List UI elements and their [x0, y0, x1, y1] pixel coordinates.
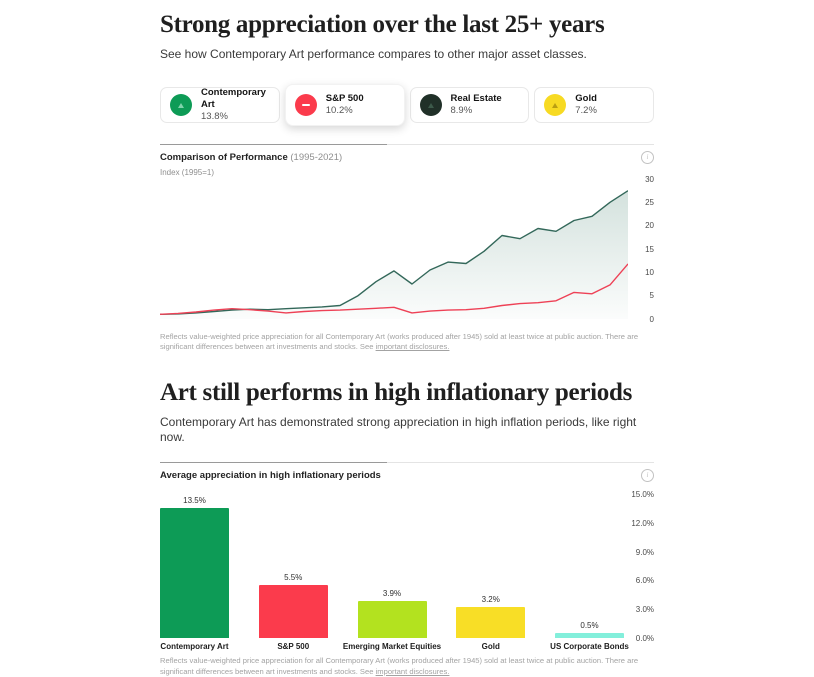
asset-card-label: Contemporary Art	[201, 87, 266, 111]
y-axis-tick: 15	[645, 244, 654, 254]
asset-card-value: 7.2%	[575, 105, 597, 117]
asset-card-label: S&P 500	[325, 93, 364, 105]
asset-card-label: Gold	[575, 93, 597, 105]
bars-area: 13.5% Contemporary Art 5.5% S&P 500 3.9% Emer…	[160, 494, 629, 651]
asset-card-value: 8.9%	[450, 105, 473, 117]
bar	[258, 585, 328, 639]
disclaimer-2: Reflects value-weighted price appreciati…	[160, 656, 654, 677]
s-p-500-line	[160, 263, 628, 315]
bar	[555, 633, 624, 639]
dash-icon	[294, 94, 317, 117]
section1-heading: Strong appreciation over the last 25+ ye…	[160, 11, 605, 38]
y-axis-tick: 12.0%	[631, 518, 654, 528]
section2-subheading: Contemporary Art has demonstrated strong…	[160, 414, 637, 445]
contemporary-art-area-fill	[160, 190, 628, 319]
inflation-bar-chart: 13.5% Contemporary Art 5.5% S&P 500 3.9% Emer…	[160, 490, 654, 651]
asset-card-s-p-500[interactable]: S&P 500 10.2%	[284, 84, 405, 127]
up-arrow-icon	[170, 94, 192, 117]
inflation-chart-panel: Average appreciation in high inflationar…	[160, 462, 654, 677]
bar-chart-yticks: 15.0% 12.0% 9.0% 6.0% 3.0% 0.0%	[630, 490, 654, 643]
info-icon[interactable]: i	[641, 469, 654, 483]
performance-line-chart: 30 25 20 15 10 5 0	[160, 175, 654, 324]
y-axis-tick: 9.0%	[635, 547, 654, 557]
disclaimer-text: Reflects value-weighted price appreciati…	[160, 331, 639, 352]
y-axis-tick: 0	[649, 314, 654, 324]
y-axis-tick: 20	[645, 221, 654, 231]
section1-subheading: See how Contemporary Art performance com…	[160, 47, 587, 61]
bar-s-p-500: 5.5% S&P 500	[258, 494, 328, 651]
bar-category-label: Gold	[481, 642, 500, 652]
dash-glyph	[301, 103, 310, 107]
performance-chart-title: Comparison of Performance (1995-2021)	[160, 152, 342, 163]
asset-card-value: 10.2%	[325, 105, 353, 117]
y-axis-tick: 6.0%	[635, 576, 654, 586]
performance-chart-panel: Comparison of Performance (1995-2021) i …	[160, 143, 654, 353]
bar-value-label: 3.2%	[481, 595, 500, 605]
performance-chart-years: (1995-2021)	[290, 151, 343, 163]
bar	[456, 607, 526, 639]
up-arrow-glyph	[178, 102, 184, 108]
inflation-chart-header: Average appreciation in high inflationar…	[160, 469, 654, 483]
page-content: Strong appreciation over the last 25+ ye…	[160, 0, 654, 677]
index-note: Index (1995=1)	[160, 167, 215, 177]
bar	[357, 600, 427, 639]
section2-heading: Art still performs in high inflationary …	[160, 378, 633, 406]
disclaimer-1: Reflects value-weighted price appreciati…	[160, 332, 654, 353]
bar-value-label: 0.5%	[580, 621, 599, 631]
line-plot	[160, 179, 628, 319]
bar-category-label: US Corporate Bonds	[550, 642, 629, 652]
up-arrow-glyph	[552, 102, 559, 108]
bar-emerging-market-equities: 3.9% Emerging Market Equities	[343, 494, 441, 651]
inflation-chart-title: Average appreciation in high inflationar…	[160, 470, 381, 482]
up-arrow-glyph	[427, 102, 434, 108]
bar-us-corporate-bonds: 0.5% US Corporate Bonds	[550, 494, 629, 651]
important-disclosures-link[interactable]: important disclosures.	[375, 666, 450, 676]
y-axis-tick: 0.0%	[635, 634, 654, 644]
asset-card-label: Real Estate	[450, 93, 502, 105]
performance-chart-svg	[160, 189, 628, 319]
y-axis-tick: 5	[649, 291, 654, 301]
up-arrow-icon	[419, 94, 442, 117]
important-disclosures-link[interactable]: important disclosures.	[375, 342, 450, 352]
y-axis-tick: 10	[645, 267, 654, 277]
bar	[160, 508, 229, 639]
y-axis-tick: 30	[645, 174, 654, 184]
asset-card-contemporary-art[interactable]: Contemporary Art 13.8%	[160, 87, 280, 124]
asset-cards: Contemporary Art 13.8% S&P 500 10.2% Real Es…	[160, 83, 654, 128]
asset-card-real-estate[interactable]: Real Estate 8.9%	[409, 87, 530, 124]
contemporary-art-line	[160, 189, 628, 315]
bar-value-label: 5.5%	[284, 573, 303, 583]
bar-category-label: Emerging Market Equities	[342, 642, 442, 652]
performance-chart-title-text: Comparison of Performance	[160, 151, 288, 163]
y-axis-tick: 15.0%	[631, 490, 654, 500]
asset-card-value: 13.8%	[201, 111, 228, 123]
bar-gold: 3.2% Gold	[456, 494, 526, 651]
performance-chart-header: Comparison of Performance (1995-2021) i	[160, 150, 654, 164]
bar-value-label: 13.5%	[183, 496, 206, 506]
bar-category-label: S&P 500	[277, 642, 310, 652]
bar-category-label: Contemporary Art	[160, 642, 229, 652]
line-chart-yticks: 30 25 20 15 10 5 0	[634, 175, 654, 324]
bar-contemporary-art: 13.5% Contemporary Art	[160, 494, 229, 651]
info-icon[interactable]: i	[641, 150, 654, 164]
y-axis-tick: 25	[645, 197, 654, 207]
bar-value-label: 3.9%	[382, 588, 402, 598]
up-arrow-icon	[544, 94, 567, 117]
asset-card-gold[interactable]: Gold 7.2%	[534, 87, 654, 124]
